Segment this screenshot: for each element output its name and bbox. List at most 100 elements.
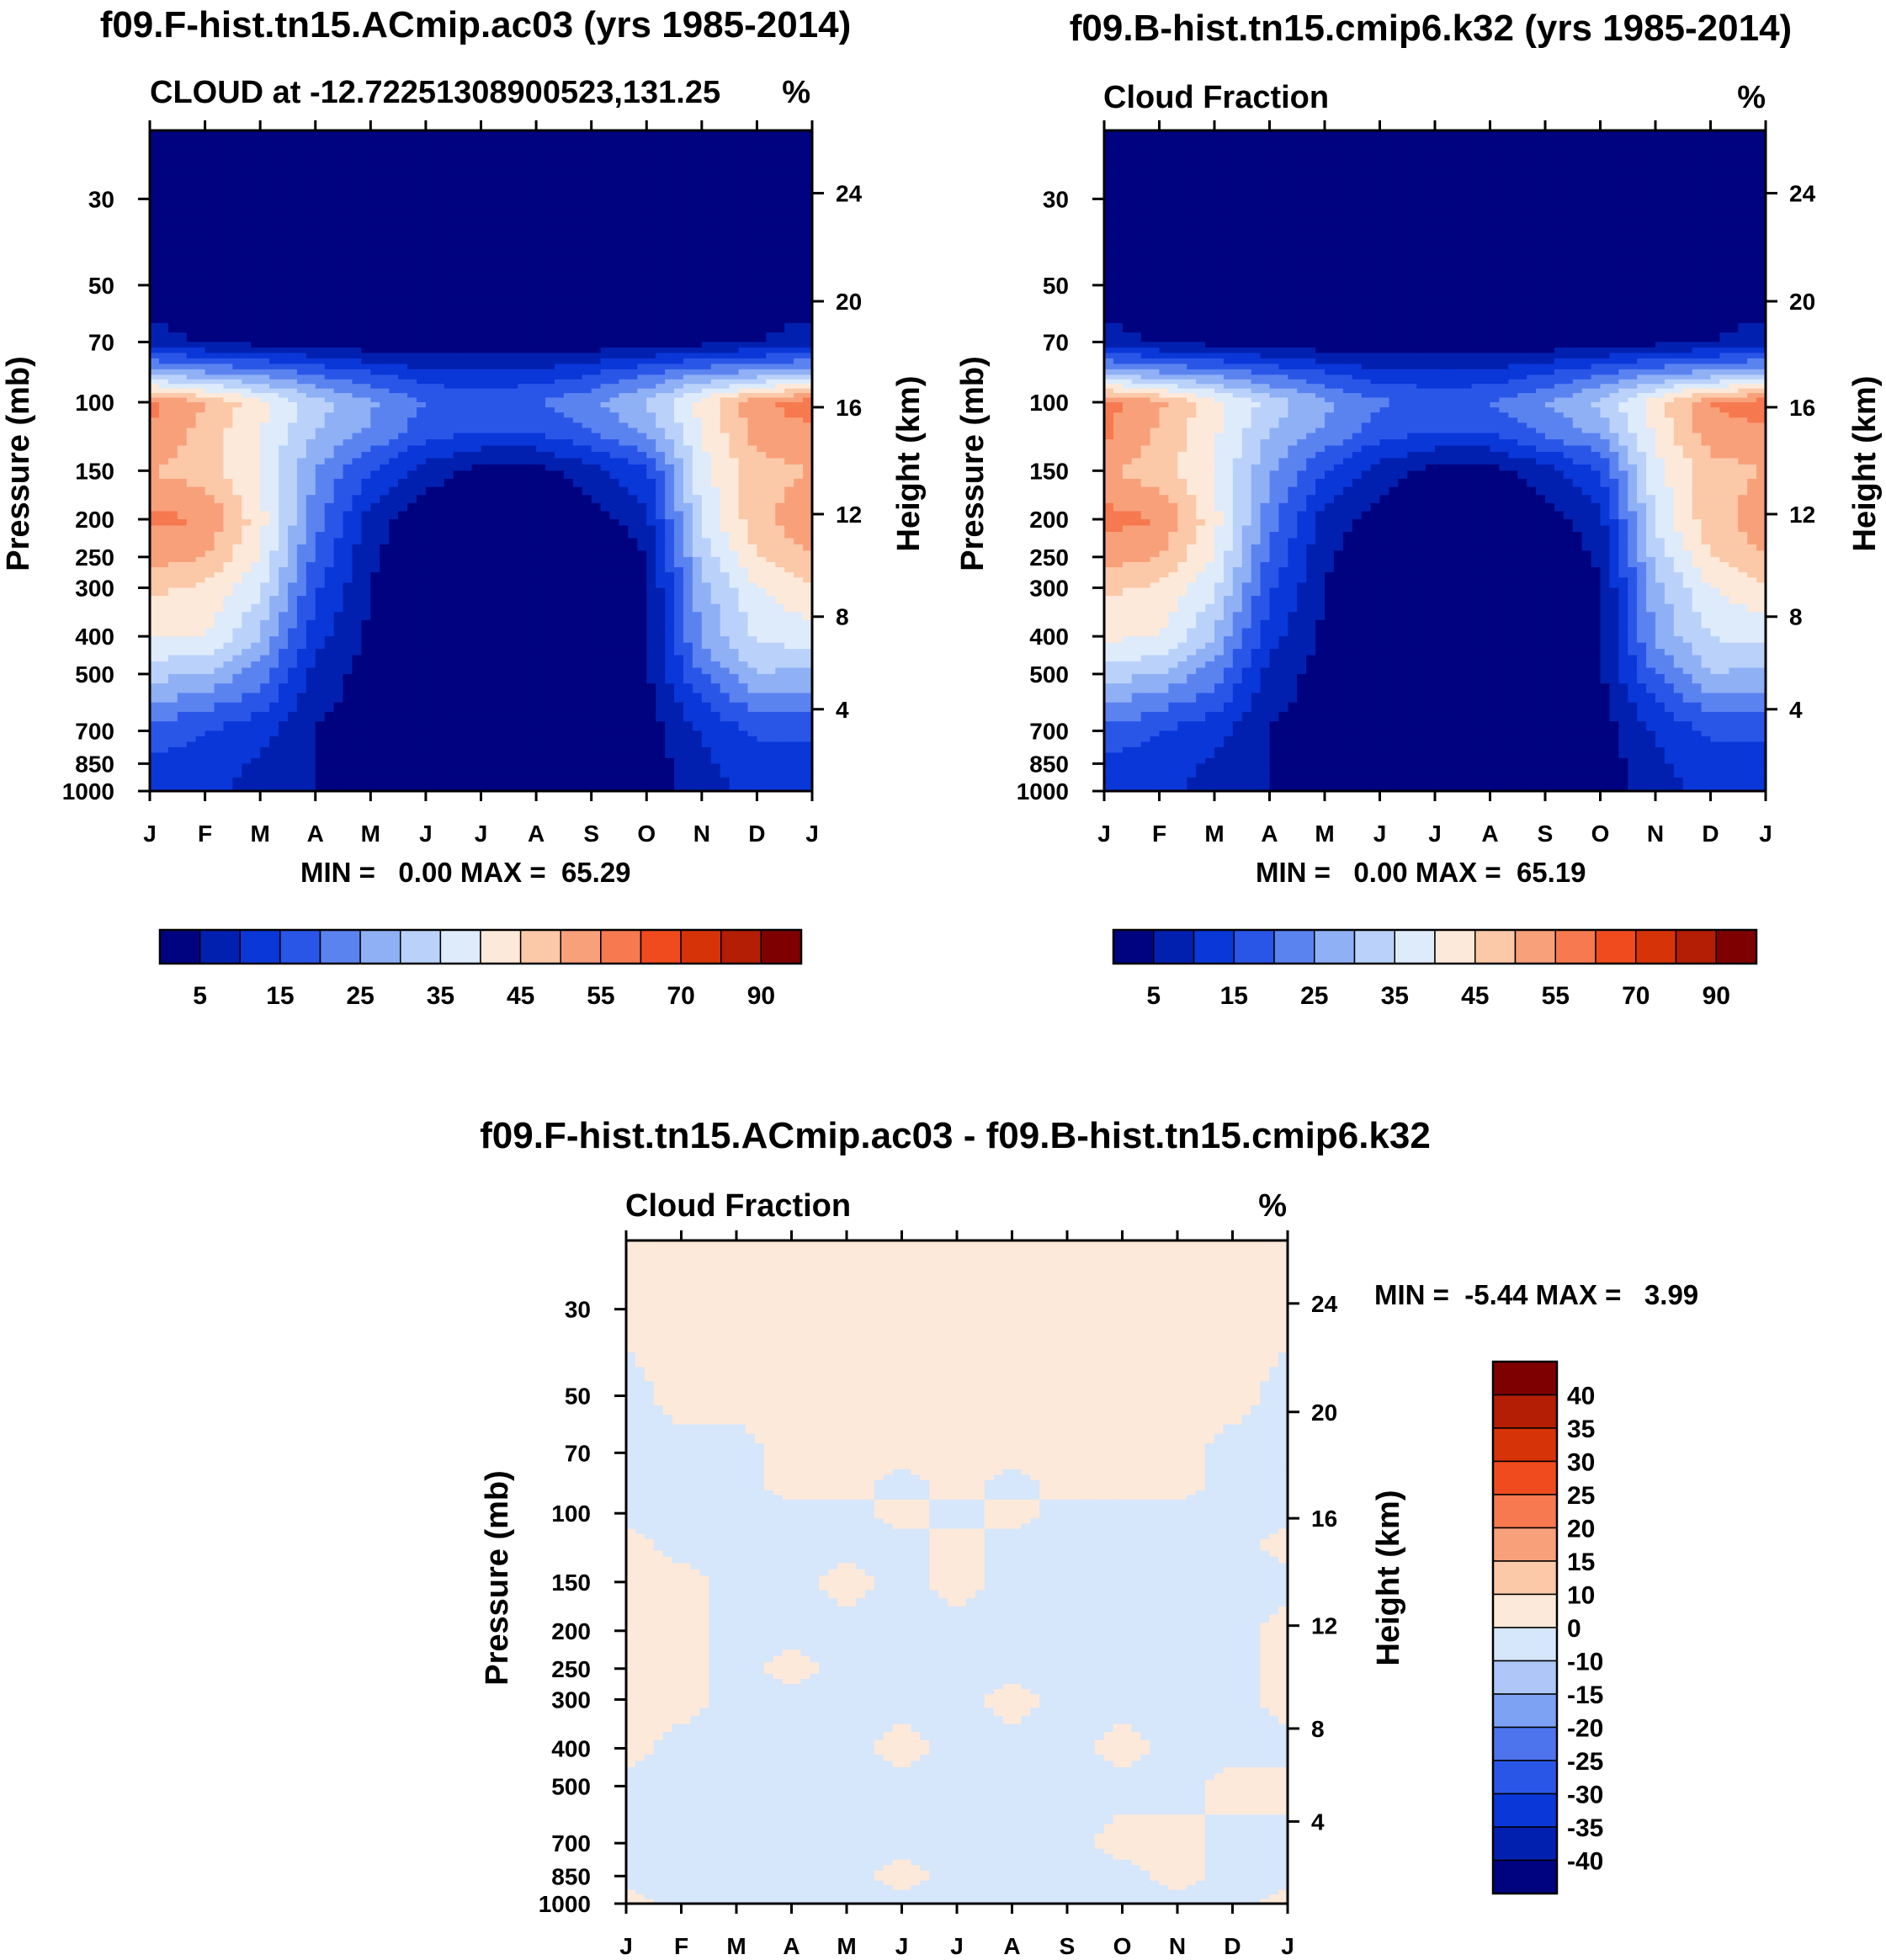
contour-cell	[315, 422, 326, 429]
contour-cell	[710, 587, 721, 597]
contour-cell	[260, 384, 270, 390]
contour-cell	[499, 347, 509, 353]
contour-cell	[683, 577, 693, 583]
contour-cell	[434, 439, 445, 447]
contour-cell	[545, 428, 555, 434]
contour-cell	[167, 451, 178, 459]
contour-cell	[637, 153, 647, 166]
contour-cell	[242, 525, 252, 533]
contour-cell	[167, 199, 178, 215]
contour-cell	[646, 322, 656, 333]
contour-cell	[380, 187, 390, 199]
contour-cell	[518, 342, 528, 348]
contour-cell	[232, 478, 242, 488]
contour-cell	[766, 544, 776, 551]
contour-cell	[434, 322, 445, 333]
contour-cell	[766, 313, 776, 324]
contour-cell	[177, 393, 188, 399]
contour-cell	[462, 567, 473, 573]
contour-cell	[508, 379, 518, 385]
contour-cell	[747, 187, 758, 199]
contour-cell	[269, 567, 279, 573]
contour-cell	[508, 407, 518, 413]
contour-cell	[545, 572, 555, 578]
contour-cell	[177, 342, 188, 348]
contour-cell	[398, 347, 408, 353]
contour-cell	[747, 379, 758, 385]
contour-cell	[269, 550, 279, 558]
contour-cell	[665, 486, 675, 496]
contour-cell	[572, 417, 583, 423]
contour-cell	[186, 612, 197, 621]
contour-cell	[232, 332, 242, 343]
contour-cell	[692, 544, 703, 551]
contour-cell	[150, 636, 160, 644]
contour-cell	[416, 342, 427, 348]
contour-cell	[720, 603, 730, 613]
contour-cell	[361, 187, 371, 199]
contour-cell	[389, 577, 399, 583]
contour-cell	[563, 495, 574, 504]
contour-cell	[683, 187, 693, 199]
contour-cell	[729, 369, 740, 375]
contour-cell	[279, 445, 289, 453]
contour-cell	[251, 642, 261, 650]
contour-cell	[287, 342, 298, 348]
contour-cell	[683, 295, 693, 305]
contour-cell	[296, 464, 307, 471]
contour-cell	[453, 304, 464, 315]
contour-cell	[481, 407, 491, 413]
contour-cell	[656, 332, 666, 343]
contour-cell	[352, 374, 362, 380]
contour-cell	[305, 458, 316, 465]
contour-cell	[195, 619, 206, 629]
contour-cell	[398, 428, 408, 434]
contour-cell	[508, 164, 518, 177]
contour-cell	[242, 384, 252, 390]
contour-cell	[177, 582, 188, 589]
contour-cell	[481, 141, 491, 154]
contour-cell	[425, 304, 436, 315]
contour-cell	[701, 572, 712, 578]
contour-cell	[434, 667, 445, 675]
contour-cell	[195, 176, 206, 189]
contour-cell	[563, 525, 574, 533]
contour-cell	[784, 433, 794, 440]
contour-cell	[444, 347, 454, 353]
contour-cell	[508, 502, 518, 513]
contour-cell	[794, 342, 804, 348]
contour-cell	[150, 619, 160, 629]
contour-cell	[803, 358, 813, 364]
contour-cell	[407, 322, 417, 333]
contour-cell	[370, 519, 380, 527]
contour-cell	[305, 227, 316, 243]
contour-cell	[195, 213, 206, 229]
contour-cell	[518, 525, 528, 533]
contour-cell	[269, 342, 279, 348]
contour-cell	[150, 577, 160, 583]
contour-cell	[572, 379, 583, 385]
contour-cell	[389, 374, 399, 380]
contour-cell	[389, 538, 399, 545]
contour-cell	[600, 187, 611, 199]
contour-cell	[490, 256, 500, 272]
contour-cell	[287, 242, 298, 258]
contour-cell	[609, 619, 620, 629]
contour-cell	[462, 612, 473, 621]
contour-cell	[269, 374, 279, 380]
contour-cell	[692, 612, 703, 621]
contour-cell	[232, 655, 242, 662]
contour-cell	[692, 502, 703, 513]
contour-cell	[223, 433, 233, 440]
contour-cell	[361, 358, 371, 364]
contour-cell	[315, 187, 326, 199]
contour-cell	[324, 358, 335, 364]
contour-cell	[747, 342, 758, 348]
contour-cell	[370, 422, 380, 429]
contour-cell	[260, 495, 270, 504]
contour-cell	[481, 495, 491, 504]
contour-cell	[425, 322, 436, 333]
contour-cell	[333, 401, 344, 408]
contour-cell	[582, 439, 592, 447]
contour-cell	[563, 612, 574, 621]
